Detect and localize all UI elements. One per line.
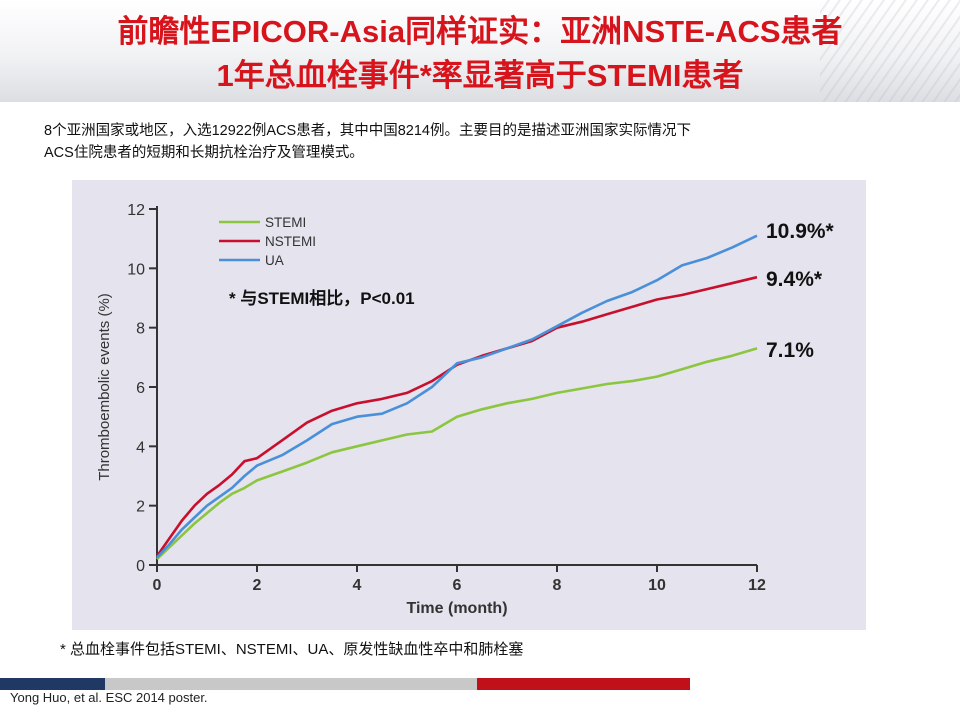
y-tick-label: 4: [136, 439, 145, 456]
legend-label-nstemi: NSTEMI: [265, 234, 316, 249]
end-label-nstemi: 9.4%*: [766, 268, 823, 291]
series-line-nstemi: [155, 275, 758, 557]
y-tick-label: 2: [136, 499, 145, 516]
series-line-ua: [156, 234, 758, 559]
x-tick-label: 0: [153, 577, 162, 594]
series-line-stemi: [156, 347, 758, 561]
study-description: 8个亚洲国家或地区，入选12922例ACS患者，其中中国8214例。主要目的是描…: [44, 120, 924, 164]
x-tick-label: 2: [253, 577, 262, 594]
line-chart: 0 2 4 6 8 10 12 0 2 4 6 8 10 12 STEMI NSTEMI UA 7.1% 9.4…: [96, 202, 835, 617]
end-label-stemi: 7.1%: [766, 339, 814, 362]
y-tick-label: 10: [127, 261, 145, 278]
chart-panel: 0 2 4 6 8 10 12 0 2 4 6 8 10 12 STEMI NSTEMI UA 7.1% 9.4…: [72, 180, 866, 630]
y-tick-label: 12: [127, 202, 145, 219]
footer-bar-red: [477, 678, 690, 690]
slide-title-line1: 前瞻性EPICOR-Asia同样证实：亚洲NSTE-ACS患者: [117, 14, 843, 49]
x-axis-label: Time (month): [406, 600, 507, 617]
chart-series: [155, 234, 758, 561]
chart-legend: STEMI NSTEMI UA: [219, 215, 316, 268]
description-line1: 8个亚洲国家或地区，入选12922例ACS患者，其中中国8214例。主要目的是描…: [44, 123, 691, 139]
y-tick-label: 0: [136, 558, 145, 575]
significance-annotation: * 与STEMI相比，P<0.01: [229, 288, 415, 308]
footer-bar-navy: [0, 678, 105, 690]
legend-label-stemi: STEMI: [265, 215, 306, 230]
y-tick-label: 6: [136, 380, 145, 397]
footer-bar-gray: [105, 678, 477, 690]
decorative-stripes: [820, 0, 960, 102]
footnote: * 总血栓事件包括STEMI、NSTEMI、UA、原发性缺血性卒中和肺栓塞: [60, 641, 524, 658]
x-tick-label: 4: [353, 577, 362, 594]
chart-end-labels: 7.1% 9.4%* 10.9%*: [766, 220, 835, 362]
end-label-ua: 10.9%*: [766, 220, 835, 243]
x-tick-label: 12: [748, 577, 766, 594]
title-banner: [0, 0, 960, 102]
x-tick-label: 10: [648, 577, 666, 594]
citation: Yong Huo, et al. ESC 2014 poster.: [10, 690, 208, 705]
x-tick-label: 8: [553, 577, 562, 594]
x-tick-label: 6: [453, 577, 462, 594]
description-line2: ACS住院患者的短期和长期抗栓治疗及管理模式。: [44, 145, 364, 161]
y-axis-label: Thromboembolic events (%): [96, 293, 113, 481]
slide-title-line2: 1年总血栓事件*率显著高于STEMI患者: [216, 58, 744, 93]
chart-axes: 0 2 4 6 8 10 12 0 2 4 6 8 10 12: [127, 202, 766, 594]
legend-label-ua: UA: [265, 253, 284, 268]
y-tick-label: 8: [136, 321, 145, 338]
